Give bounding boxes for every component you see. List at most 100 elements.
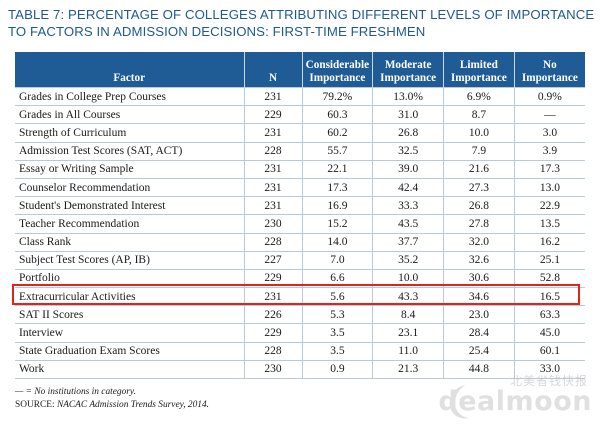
title-line-1: TABLE 7: PERCENTAGE OF COLLEGES ATTRIBUT… (8, 7, 595, 22)
header-no-line1: No (543, 59, 557, 71)
cell-n: 231 (244, 196, 303, 215)
cell-considerable: 6.6 (302, 268, 374, 288)
cell-limited: 44.8 (443, 359, 515, 380)
table-notes: — = No institutions in category. SOURCE:… (15, 386, 209, 412)
header-limited-line1: Limited (459, 59, 498, 71)
cell-factor: Work (15, 359, 245, 380)
table-row: Teacher Recommendation 230 15.2 43.5 27.… (15, 214, 585, 233)
title-line-2: TO FACTORS IN ADMISSION DECISIONS: FIRST… (8, 24, 426, 39)
cell-moderate: 43.3 (372, 287, 444, 306)
cell-considerable: 60.2 (302, 123, 374, 143)
header-considerable-line1: Considerable (305, 59, 370, 71)
cell-factor: State Graduation Exam Scores (15, 341, 245, 361)
cell-no: 13.5 (514, 214, 585, 233)
cell-considerable: 79.2% (302, 86, 374, 106)
cell-no: 63.3 (514, 305, 585, 324)
cell-moderate: 13.0% (372, 86, 444, 106)
table-row: Admission Test Scores (SAT, ACT) 228 55.… (15, 141, 585, 161)
cell-no: 3.9 (514, 141, 585, 161)
table-row: Strength of Curriculum 231 60.2 26.8 10.… (15, 123, 585, 143)
importance-table: Factor N Considerable Importance Moderat… (15, 52, 585, 380)
cell-factor: Student's Demonstrated Interest (15, 196, 245, 215)
cell-n: 228 (244, 232, 303, 252)
header-moderate: Moderate Importance (372, 52, 444, 88)
cell-considerable: 15.2 (302, 214, 374, 233)
cell-no: 52.8 (514, 268, 585, 288)
table-row-highlighted: Extracurricular Activities 231 5.6 43.3 … (15, 287, 585, 306)
header-factor: Factor (15, 52, 245, 88)
legend-note: — = No institutions in category. (15, 387, 136, 397)
cell-n: 231 (244, 123, 303, 143)
cell-n: 229 (244, 105, 303, 124)
cell-moderate: 21.3 (372, 359, 444, 380)
cell-no: 25.1 (514, 250, 585, 270)
cell-limited: 8.7 (443, 105, 515, 124)
table-row: Grades in All Courses 229 60.3 31.0 8.7 … (15, 105, 585, 124)
cell-no: 60.1 (514, 341, 585, 361)
cell-n: 228 (244, 141, 303, 161)
cell-no: 13.0 (514, 177, 585, 197)
header-limited: Limited Importance (443, 52, 515, 88)
cell-n: 227 (244, 250, 303, 270)
cell-factor: Portfolio (15, 268, 245, 288)
cell-no: 3.0 (514, 123, 585, 143)
cell-limited: 32.6 (443, 250, 515, 270)
table-row: Work 230 0.9 21.3 44.8 33.0 (15, 359, 585, 380)
cell-factor: Grades in All Courses (15, 105, 245, 124)
header-no-line2: Importance (521, 72, 578, 84)
cell-limited: 6.9% (443, 86, 515, 106)
cell-limited: 23.0 (443, 305, 515, 324)
cell-limited: 34.6 (443, 287, 515, 306)
table-title: TABLE 7: PERCENTAGE OF COLLEGES ATTRIBUT… (8, 6, 595, 40)
cell-limited: 10.0 (443, 123, 515, 143)
cell-moderate: 33.3 (372, 196, 444, 215)
cell-no: — (514, 105, 585, 124)
table-row: Subject Test Scores (AP, IB) 227 7.0 35.… (15, 250, 585, 270)
table-row: State Graduation Exam Scores 228 3.5 11.… (15, 341, 585, 361)
cell-considerable: 0.9 (302, 359, 374, 380)
cell-no: 0.9% (514, 86, 585, 106)
cell-considerable: 22.1 (302, 159, 374, 179)
source-prefix: SOURCE: (15, 400, 57, 410)
cell-n: 229 (244, 268, 303, 288)
cell-moderate: 39.0 (372, 159, 444, 179)
cell-factor: Counselor Recommendation (15, 177, 245, 197)
cell-no: 16.5 (514, 287, 585, 306)
cell-n: 228 (244, 341, 303, 361)
cell-considerable: 16.9 (302, 196, 374, 215)
cell-n: 231 (244, 287, 303, 306)
cell-moderate: 31.0 (372, 105, 444, 124)
header-n: N (244, 52, 303, 88)
cell-n: 229 (244, 323, 303, 343)
cell-n: 231 (244, 177, 303, 197)
cell-moderate: 35.2 (372, 250, 444, 270)
header-no: No Importance (514, 52, 585, 88)
watermark-brand: dealmoon (438, 386, 592, 417)
cell-factor: Teacher Recommendation (15, 214, 245, 233)
cell-moderate: 37.7 (372, 232, 444, 252)
table-row: Essay or Writing Sample 231 22.1 39.0 21… (15, 159, 585, 179)
cell-limited: 26.8 (443, 196, 515, 215)
table-row: Class Rank 228 14.0 37.7 32.0 16.2 (15, 232, 585, 252)
cell-considerable: 60.3 (302, 105, 374, 124)
table-row: Student's Demonstrated Interest 231 16.9… (15, 196, 585, 215)
cell-moderate: 11.0 (372, 341, 444, 361)
cell-factor: SAT II Scores (15, 305, 245, 324)
cell-no: 45.0 (514, 323, 585, 343)
cell-factor: Admission Test Scores (SAT, ACT) (15, 141, 245, 161)
table-row: Counselor Recommendation 231 17.3 42.4 2… (15, 177, 585, 197)
cell-limited: 27.3 (443, 177, 515, 197)
watermark-chinese: 北美省钱快报 (509, 374, 588, 388)
header-considerable-line2: Importance (309, 72, 366, 84)
cell-factor: Interview (15, 323, 245, 343)
table-row: SAT II Scores 226 5.3 8.4 23.0 63.3 (15, 305, 585, 324)
cell-factor: Extracurricular Activities (15, 287, 245, 306)
table-header-row: Factor N Considerable Importance Moderat… (15, 52, 585, 88)
header-limited-line2: Importance (450, 72, 507, 84)
cell-limited: 21.6 (443, 159, 515, 179)
table-row: Grades in College Prep Courses 231 79.2%… (15, 86, 585, 106)
cell-no: 16.2 (514, 232, 585, 252)
cell-moderate: 23.1 (372, 323, 444, 343)
source-title: NACAC Admission Trends Survey, 2014. (56, 400, 210, 410)
cell-moderate: 8.4 (372, 305, 444, 324)
